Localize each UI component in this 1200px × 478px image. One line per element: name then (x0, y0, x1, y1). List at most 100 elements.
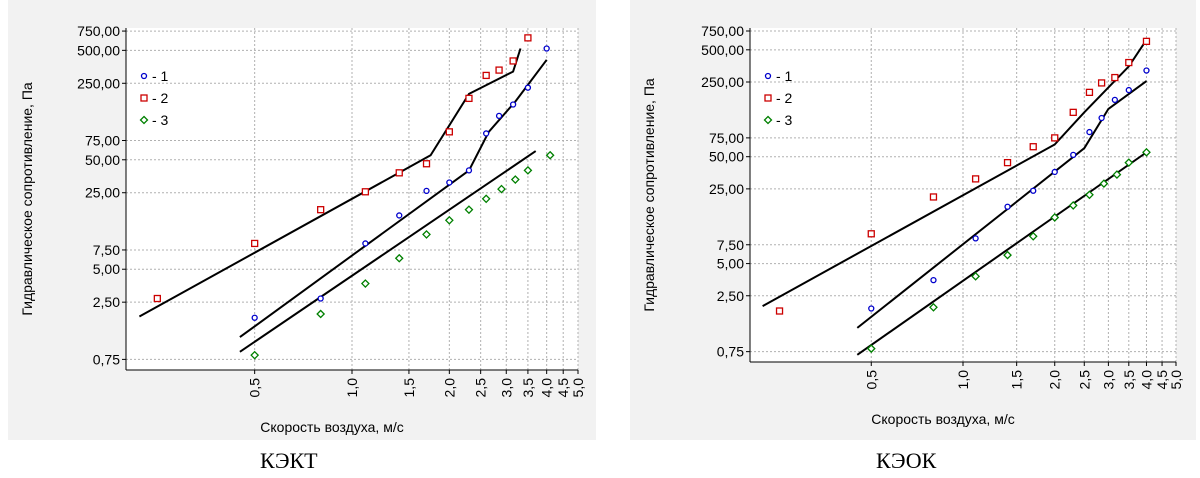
series-1-point (1051, 168, 1058, 176)
legend-marker-3 (763, 115, 773, 125)
series-1-point (524, 84, 532, 91)
x-axis-label: Скорость воздуха, м/с (871, 411, 1014, 427)
series-3-point (1068, 201, 1078, 210)
legend-marker-1 (764, 72, 772, 80)
y-tick-label: 2,50 (93, 294, 120, 310)
series-3-point (422, 229, 431, 239)
series-3-point (1085, 190, 1094, 200)
series-2-point (1097, 79, 1106, 87)
series-1-point (251, 314, 258, 321)
fit-line-3 (856, 151, 1148, 356)
series-1-point (1030, 187, 1037, 194)
series-2-point (524, 34, 532, 42)
fit-line-2 (856, 80, 1148, 329)
legend-label-1: - 1 (776, 68, 793, 84)
legend-marker-2 (140, 94, 148, 102)
series-2-point (395, 169, 403, 177)
series-2-point (445, 128, 453, 136)
y-tick-label: 75,00 (709, 130, 744, 146)
y-tick-label: 2,50 (717, 288, 744, 304)
x-tick-label: 5,0 (570, 378, 586, 398)
series-3-point (360, 279, 370, 288)
fit-line-1 (762, 39, 1148, 307)
series-1-point (1111, 96, 1119, 104)
series-2-point (361, 188, 370, 196)
series-2-point (1085, 88, 1094, 96)
fit-line-3 (239, 150, 537, 353)
series-1-point (465, 167, 473, 174)
series-3-point (1112, 170, 1122, 180)
series-1-point (1086, 128, 1093, 136)
series-2-point (971, 175, 980, 183)
x-tick-label: 0,5 (247, 378, 263, 398)
y-tick-label: 5,00 (93, 261, 120, 277)
series-1-point (1004, 203, 1011, 210)
y-tick-label: 250,00 (77, 75, 120, 91)
series-1-point (930, 276, 937, 284)
series-3-point (1050, 213, 1060, 222)
y-tick-label: 500,00 (77, 42, 120, 58)
series-3-point (1142, 147, 1151, 157)
y-tick-label: 25,00 (85, 185, 120, 201)
series-3-point (1099, 179, 1109, 189)
series-1-point (362, 240, 369, 247)
x-tick-label: 2,5 (473, 378, 489, 398)
x-tick-label: 2,5 (1076, 370, 1092, 390)
series-3-point (316, 309, 326, 319)
x-tick-label: 3,0 (1100, 370, 1116, 390)
y-axis-label: Гидравлическое сопротивление, Па (641, 78, 657, 312)
y-tick-label: 7,50 (717, 237, 744, 253)
y-tick-label: 0,75 (93, 351, 120, 367)
legend-marker-2 (764, 94, 772, 102)
x-tick-label: 1,5 (401, 378, 417, 398)
series-2-point (775, 307, 784, 315)
x-tick-label: 3,5 (1121, 370, 1137, 390)
chart-panel-keok: 0,75 2,50 5,00 7,50 25,00 50,00 75,00 250,00 500… (630, 0, 1196, 440)
series-2-point (509, 57, 517, 65)
chart-kekt: 0,75 2,50 5,00 7,50 25,00 50,00 75,00 250,00 500… (19, 23, 586, 435)
y-tick-label: 25,00 (709, 181, 744, 197)
series-1-point (495, 112, 503, 120)
y-tick-label: 5,00 (717, 256, 744, 272)
y-tick-label: 0,75 (717, 344, 744, 360)
series-2-point (1051, 134, 1059, 142)
series-3-point (394, 253, 404, 263)
series-1-point (972, 235, 979, 242)
series-3-point (971, 271, 981, 281)
series-1-point (1098, 114, 1105, 122)
x-tick-label: 4,5 (555, 378, 571, 398)
series-1-point (483, 130, 490, 137)
y-tick-label: 50,00 (85, 152, 120, 168)
series-2-point (1142, 37, 1151, 46)
series-3-point (1003, 250, 1012, 260)
x-tick-label: 4,5 (1154, 370, 1170, 390)
legend-label-2: - 2 (776, 90, 793, 106)
x-tick-label: 3,0 (498, 378, 514, 398)
series-3-point (250, 350, 260, 360)
series-1-point (509, 101, 517, 108)
y-tick-label: 250,00 (701, 74, 744, 90)
legend-marker-1 (140, 72, 148, 80)
series-3-point (510, 175, 520, 184)
x-tick-label: 1,0 (955, 370, 971, 390)
series-3-point (464, 205, 474, 215)
series-2-point (482, 71, 490, 80)
series-2-point (422, 160, 431, 168)
series-2-point (317, 206, 325, 214)
series-1-point (446, 179, 453, 186)
series-1-point (396, 212, 403, 219)
series-3-point (929, 302, 938, 312)
legend-label-3: - 3 (776, 112, 793, 128)
series-3-point (1028, 231, 1038, 241)
legend-label-3: - 3 (152, 112, 169, 128)
x-tick-label: 0,5 (863, 370, 879, 390)
series-2-point (867, 230, 875, 238)
x-tick-label: 2,0 (441, 378, 457, 398)
series-3-point (545, 150, 555, 160)
x-tick-label: 3,5 (520, 378, 536, 398)
y-axis-label: Гидравлическое сопротивление, Па (19, 82, 35, 316)
x-axis-label: Скорость воздуха, м/с (260, 419, 403, 435)
y-tick-label: 50,00 (709, 149, 744, 165)
legend-marker-3 (139, 115, 149, 125)
chart-caption-keok: КЭОК (876, 448, 937, 473)
